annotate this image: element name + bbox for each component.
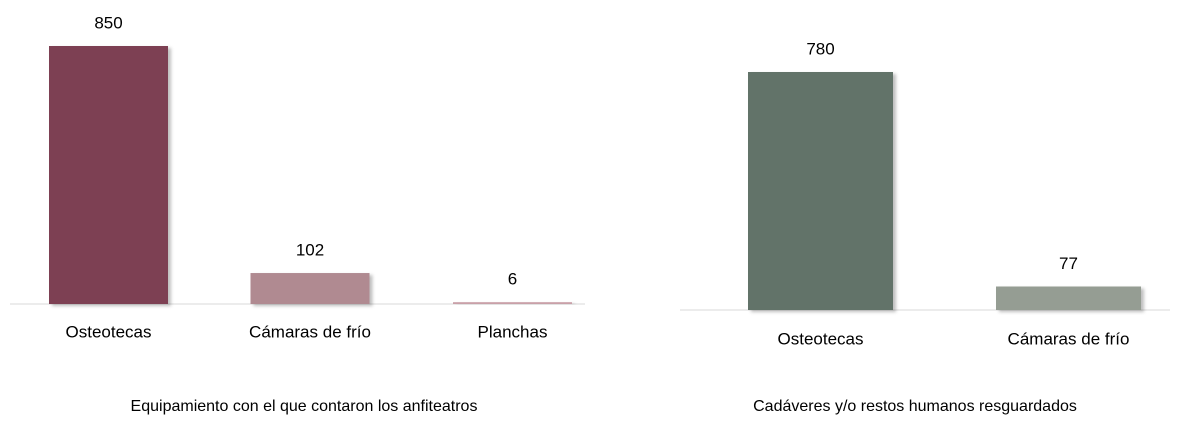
data-label: 77	[1059, 254, 1078, 273]
x-tick-label: Osteotecas	[66, 322, 152, 341]
bar	[250, 273, 370, 304]
data-label: 102	[296, 241, 324, 260]
x-tick-label: Planchas	[478, 322, 548, 341]
bar	[49, 46, 168, 304]
bar	[996, 286, 1141, 310]
bar	[453, 302, 572, 304]
x-tick-label: Osteotecas	[778, 329, 864, 348]
chart-title: Cadáveres y/o restos humanos resguardado…	[753, 398, 1077, 415]
chart-title: Equipamiento con el que contaron los anf…	[131, 398, 478, 415]
x-tick-label: Cámaras de frío	[249, 322, 371, 341]
data-label: 850	[94, 13, 122, 32]
bar	[748, 72, 893, 310]
data-label: 780	[806, 39, 834, 58]
x-tick-label: Cámaras de frío	[1008, 329, 1130, 348]
data-label: 6	[508, 270, 517, 289]
